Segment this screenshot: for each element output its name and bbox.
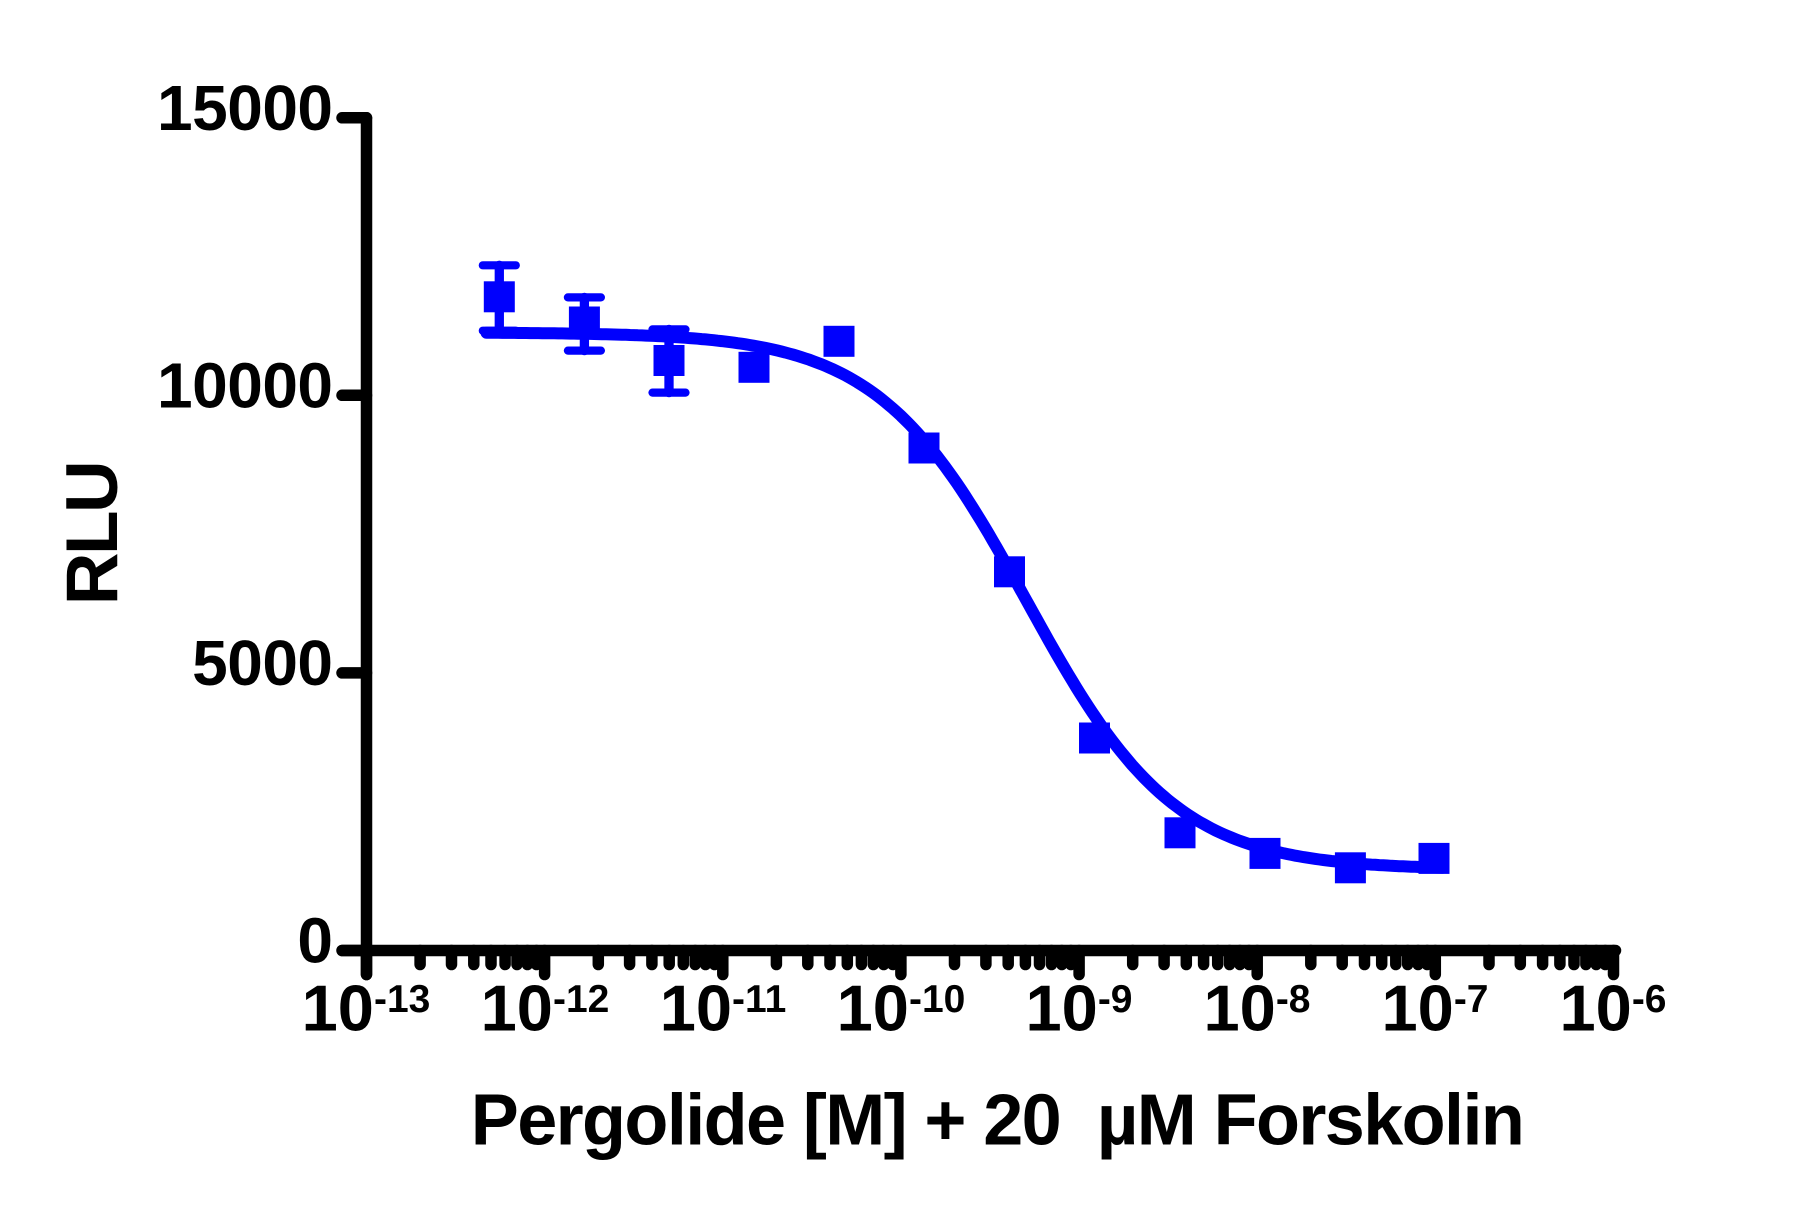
svg-text:15000: 15000	[157, 72, 332, 144]
svg-text:10000: 10000	[157, 349, 332, 421]
svg-text:5000: 5000	[192, 627, 332, 699]
svg-text:RLU: RLU	[52, 463, 133, 606]
svg-text:0: 0	[297, 905, 332, 977]
svg-text:10-7: 10-7	[1382, 972, 1489, 1045]
svg-text:Pergolide [M] + 20 µM Forskol: Pergolide [M] + 20 µM Forskolin	[471, 1081, 1523, 1161]
